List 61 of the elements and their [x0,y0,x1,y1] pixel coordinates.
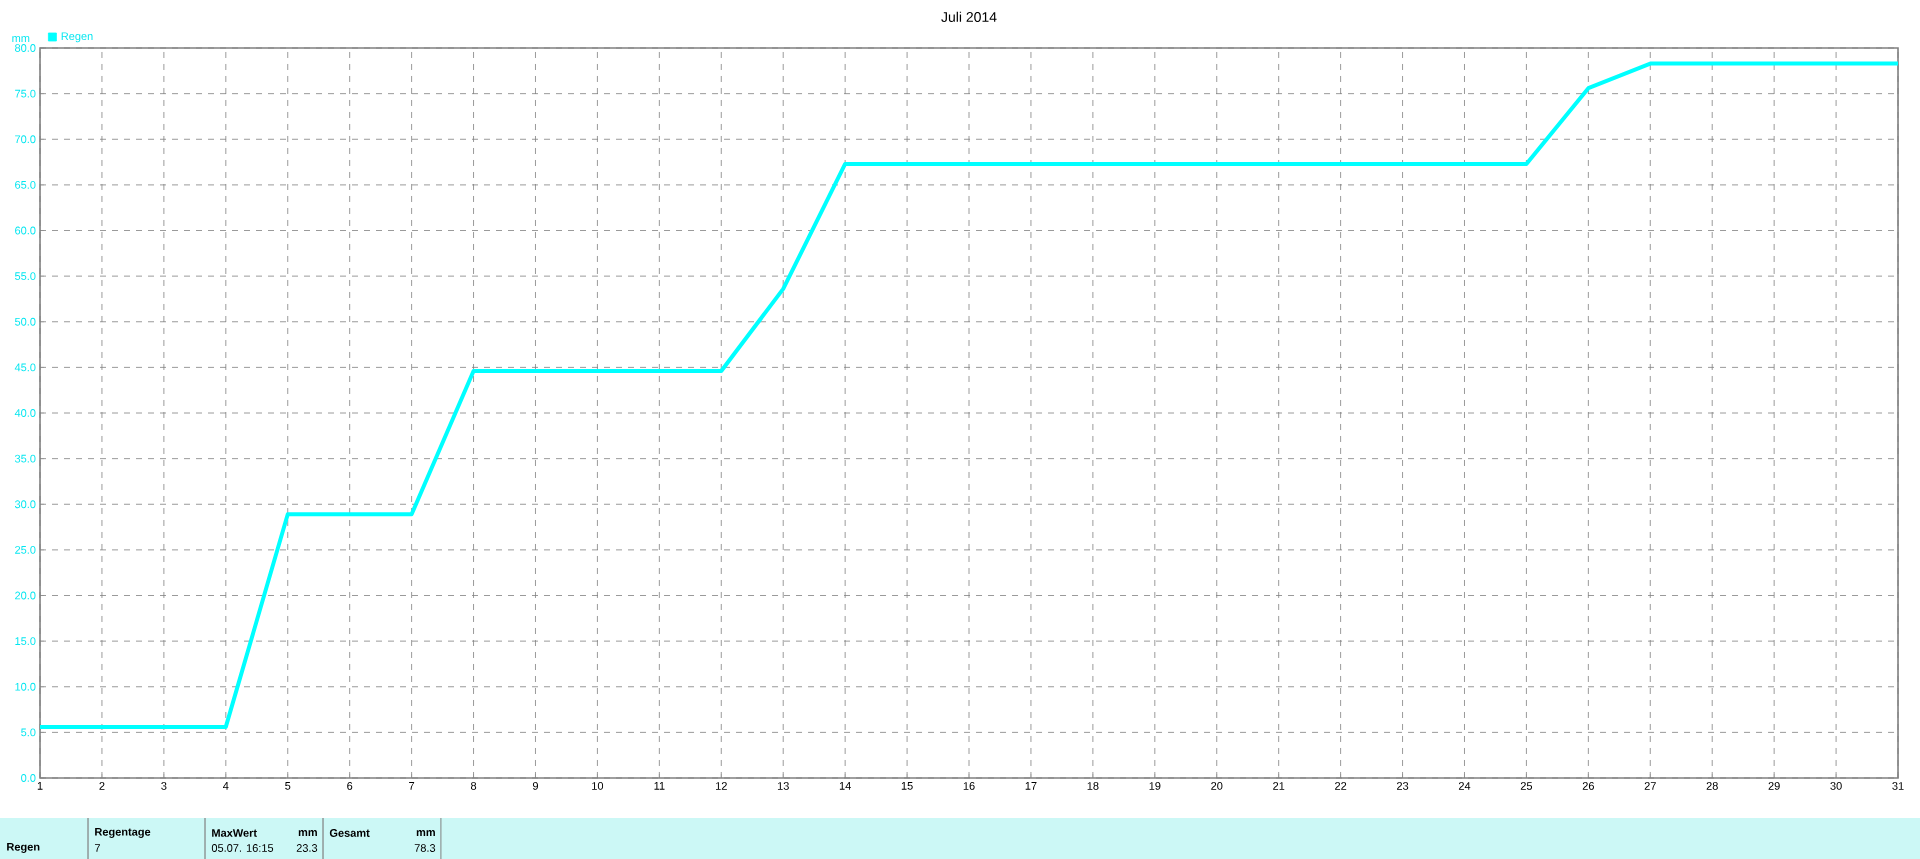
y-tick-label: 55.0 [14,272,36,281]
text: mm [298,830,317,836]
x-tick-label: 8 [470,782,477,790]
x-tick-label: 15 [901,782,913,790]
legend-label: Regen [61,32,93,43]
x-tick-label: 16 [963,782,975,790]
y-tick-label: 65.0 [15,180,36,189]
y-tick-label: 40.0 [14,409,36,417]
x-tick-label: 12 [716,782,727,790]
y-tick-label: 50.0 [14,317,36,326]
text: Regentage [95,828,151,838]
text: Gesamt [329,829,370,837]
x-tick-label: 22 [1335,782,1347,790]
y-tick-label: 35.0 [14,454,36,463]
x-tick-label: 24 [1458,782,1471,790]
x-tick-label: 3 [161,782,167,790]
y-tick-label: 5.0 [21,728,36,737]
chart-title: Juli 2014 [941,11,997,22]
x-tick-label: 5 [285,782,291,790]
y-tick-label: 75.0 [15,89,36,98]
x-tick-label: 6 [347,782,353,790]
x-tick-label: 25 [1520,782,1533,790]
x-tick-label: 9 [532,782,539,790]
y-tick-label: 15.0 [15,637,36,646]
y-tick-label: 0.0 [21,774,36,782]
y-axis-title: mm [12,36,30,42]
text: 78.3 [414,844,436,852]
x-tick-label: 19 [1149,782,1161,790]
text: Regen [7,843,40,853]
text: mm [416,830,435,836]
x-tick-label: 31 [1892,782,1904,790]
x-tick-label: 20 [1211,782,1223,790]
text: 05.07. 16:15 [211,844,274,852]
x-tick-label: 29 [1768,782,1780,790]
x-tick-label: 13 [777,782,789,790]
y-tick-label: 80.0 [15,44,36,52]
x-tick-label: 28 [1706,782,1718,790]
y-tick-label: 45.0 [14,363,36,372]
x-tick-label: 21 [1273,782,1285,790]
x-tick-label: 26 [1582,782,1594,790]
text: MaxWert [212,829,257,837]
y-tick-label: 60.0 [15,226,36,235]
x-tick-label: 17 [1025,782,1037,790]
x-tick-label: 30 [1830,782,1842,790]
x-tick-label: 11 [654,782,665,790]
x-tick-label: 2 [99,782,105,790]
y-tick-label: 20.0 [15,591,36,600]
x-tick-label: 7 [409,782,415,790]
y-tick-label: 30.0 [14,500,36,509]
x-tick-label: 18 [1087,782,1099,790]
y-tick-label: 70.0 [15,135,36,144]
x-tick-label: 4 [223,782,229,790]
x-tick-label: 23 [1396,782,1409,790]
y-tick-label: 25.0 [15,545,36,554]
x-tick-label: 1 [37,782,43,790]
y-tick-label: 10.0 [15,682,36,691]
x-tick-label: 27 [1644,782,1656,790]
x-tick-label: 10 [592,782,604,790]
text: 7 [94,844,100,852]
text: 23.3 [296,844,318,852]
x-tick-label: 14 [839,782,851,790]
